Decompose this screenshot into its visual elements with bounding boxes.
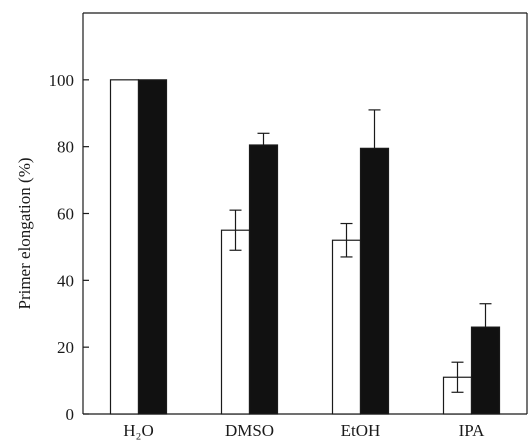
bar-H₂O-series-1 — [109, 79, 140, 415]
x-ticks: H₂O DMSO EtOH IPA — [123, 421, 485, 440]
y-tick-label-20: 20 — [57, 338, 74, 357]
bar-IPA-series-2 — [470, 326, 501, 415]
y-tick-label-80: 80 — [57, 138, 74, 157]
y-tick-label-0: 0 — [66, 405, 75, 424]
bar-EtOH-series-1 — [331, 239, 362, 415]
error-bars — [229, 109, 492, 393]
bar-DMSO-series-2 — [248, 144, 279, 415]
y-axis-title: Primer elongation (%) — [15, 157, 34, 309]
x-tick-label-1: DMSO — [225, 421, 274, 440]
bar-EtOH-series-2 — [359, 147, 390, 415]
bar-DMSO-series-1 — [220, 229, 251, 415]
y-ticks: 0 20 40 60 80 100 — [49, 71, 89, 424]
x-tick-label-3: IPA — [459, 421, 486, 440]
x-tick-label-2: EtOH — [341, 421, 381, 440]
y-tick-label-60: 60 — [57, 205, 74, 224]
bar-H₂O-series-2 — [137, 79, 168, 415]
y-tick-label-100: 100 — [49, 71, 75, 90]
bars — [109, 79, 501, 415]
x-tick-label-0: H₂O — [123, 421, 153, 440]
y-tick-label-40: 40 — [57, 271, 74, 290]
